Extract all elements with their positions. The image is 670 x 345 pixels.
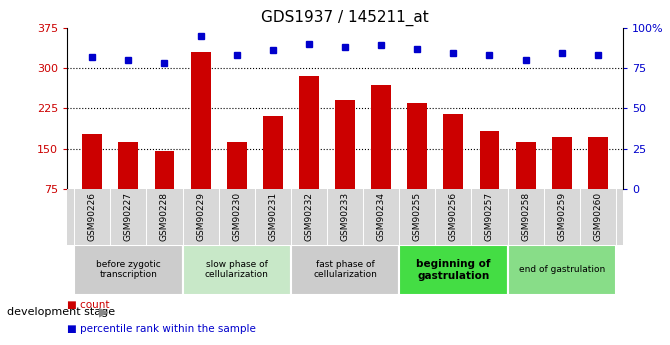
- Text: ▶: ▶: [99, 306, 109, 319]
- Text: ■ count: ■ count: [67, 300, 109, 310]
- Bar: [480, 131, 499, 229]
- Text: GSM90231: GSM90231: [268, 192, 277, 241]
- Text: GSM90259: GSM90259: [557, 192, 566, 241]
- Bar: [182, 245, 291, 295]
- Bar: [588, 137, 608, 229]
- Text: GSM90226: GSM90226: [88, 192, 96, 241]
- Bar: [399, 245, 508, 295]
- Text: GSM90227: GSM90227: [124, 192, 133, 241]
- Text: GSM90232: GSM90232: [304, 192, 314, 241]
- Text: GSM90255: GSM90255: [413, 192, 422, 241]
- Text: GSM90256: GSM90256: [449, 192, 458, 241]
- Text: beginning of
gastrulation: beginning of gastrulation: [416, 259, 490, 280]
- Title: GDS1937 / 145211_at: GDS1937 / 145211_at: [261, 10, 429, 26]
- Text: GSM90234: GSM90234: [377, 192, 386, 241]
- Text: development stage: development stage: [7, 307, 115, 317]
- Bar: [291, 245, 399, 295]
- Bar: [82, 134, 103, 229]
- Text: GSM90258: GSM90258: [521, 192, 530, 241]
- Text: GSM90257: GSM90257: [485, 192, 494, 241]
- Text: GSM90228: GSM90228: [160, 192, 169, 241]
- Bar: [191, 52, 210, 229]
- Bar: [552, 137, 572, 229]
- Bar: [263, 116, 283, 229]
- Bar: [371, 85, 391, 229]
- Text: slow phase of
cellularization: slow phase of cellularization: [205, 260, 269, 279]
- Bar: [155, 151, 174, 229]
- Bar: [444, 114, 464, 229]
- Bar: [407, 103, 427, 229]
- Text: GSM90260: GSM90260: [594, 192, 602, 241]
- Text: fast phase of
cellularization: fast phase of cellularization: [313, 260, 377, 279]
- Text: GSM90230: GSM90230: [232, 192, 241, 241]
- Text: end of gastrulation: end of gastrulation: [519, 265, 605, 274]
- Text: GSM90233: GSM90233: [340, 192, 350, 241]
- Bar: [74, 245, 182, 295]
- Text: before zygotic
transcription: before zygotic transcription: [96, 260, 161, 279]
- Bar: [508, 245, 616, 295]
- Bar: [119, 142, 138, 229]
- Bar: [226, 142, 247, 229]
- Bar: [335, 100, 355, 229]
- Text: GSM90229: GSM90229: [196, 192, 205, 241]
- Bar: [299, 76, 319, 229]
- Text: ■ percentile rank within the sample: ■ percentile rank within the sample: [67, 324, 256, 334]
- Bar: [516, 142, 535, 229]
